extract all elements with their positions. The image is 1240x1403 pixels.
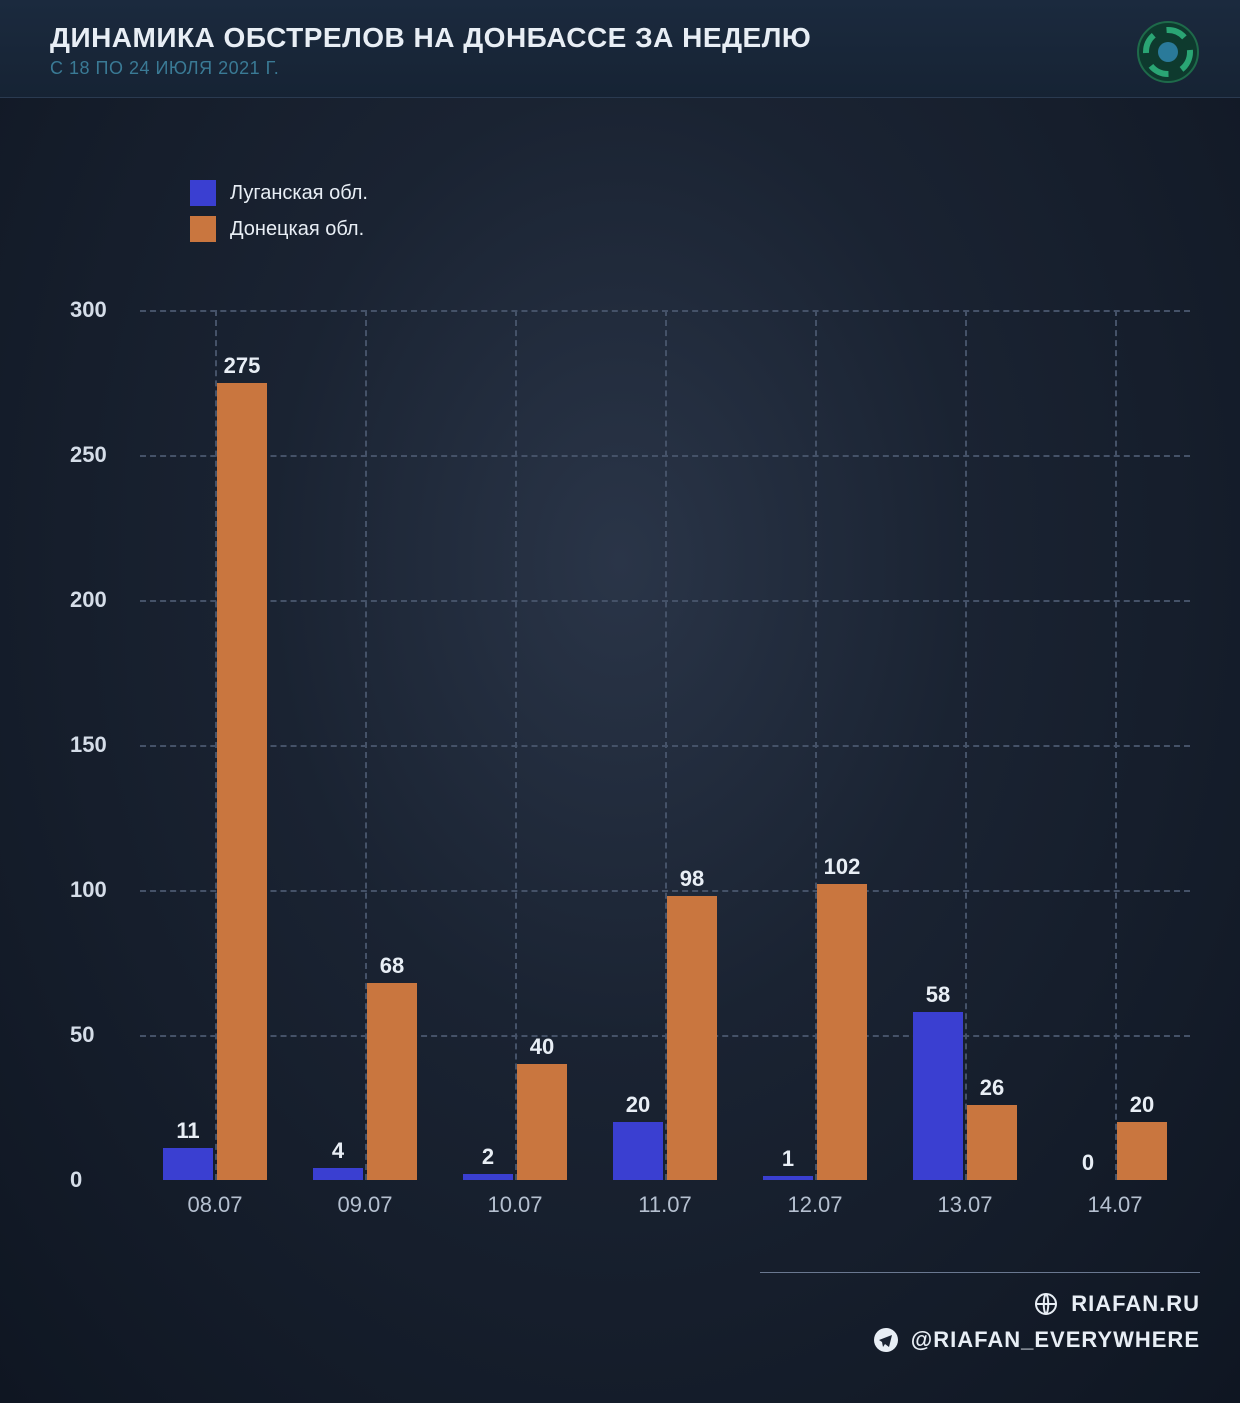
bar: 58 [913, 1012, 963, 1180]
y-tick-label: 150 [70, 732, 130, 758]
x-tick-label: 14.07 [1087, 1192, 1142, 1218]
bar: 1 [763, 1176, 813, 1180]
y-tick-label: 100 [70, 877, 130, 903]
header: ДИНАМИКА ОБСТРЕЛОВ НА ДОНБАССЕ ЗА НЕДЕЛЮ… [0, 0, 1240, 98]
bar-value-label: 1 [782, 1146, 794, 1172]
gridline-vertical [1115, 310, 1117, 1180]
footer-site-text: RIAFAN.RU [1071, 1291, 1200, 1317]
gridline-vertical [515, 310, 517, 1180]
y-tick-label: 50 [70, 1022, 130, 1048]
plot-area: 0501001502002503001127508.0746809.072401… [140, 310, 1190, 1180]
bar: 98 [667, 896, 717, 1180]
footer: RIAFAN.RU @RIAFAN_EVERYWHERE [760, 1272, 1200, 1363]
bar-value-label: 20 [1130, 1092, 1154, 1118]
page-title: ДИНАМИКА ОБСТРЕЛОВ НА ДОНБАССЕ ЗА НЕДЕЛЮ [50, 22, 1190, 54]
bar-value-label: 275 [224, 353, 261, 379]
footer-divider [760, 1272, 1200, 1273]
page-subtitle: С 18 ПО 24 ИЮЛЯ 2021 Г. [50, 58, 1190, 79]
bar: 102 [817, 884, 867, 1180]
footer-site: RIAFAN.RU [760, 1291, 1200, 1317]
x-tick-label: 11.07 [638, 1192, 691, 1218]
bar: 20 [1117, 1122, 1167, 1180]
bar-group: 209811.07 [600, 896, 730, 1180]
bar: 11 [163, 1148, 213, 1180]
bar: 40 [517, 1064, 567, 1180]
bar-group: 24010.07 [450, 1064, 580, 1180]
bar-group: 110212.07 [750, 884, 880, 1180]
bar-value-label: 0 [1082, 1150, 1094, 1176]
bar: 2 [463, 1174, 513, 1180]
x-tick-label: 13.07 [937, 1192, 992, 1218]
bar: 68 [367, 983, 417, 1180]
bar-group: 02014.07 [1050, 1122, 1180, 1180]
telegram-icon [873, 1327, 899, 1353]
footer-handle-text: @RIAFAN_EVERYWHERE [911, 1327, 1200, 1353]
bar-value-label: 2 [482, 1144, 494, 1170]
bar-group: 46809.07 [300, 983, 430, 1180]
bar-value-label: 40 [530, 1034, 554, 1060]
y-tick-label: 200 [70, 587, 130, 613]
bar-group: 1127508.07 [150, 383, 280, 1181]
y-tick-label: 300 [70, 297, 130, 323]
chart: 0501001502002503001127508.0746809.072401… [70, 310, 1190, 1220]
logo-badge [1136, 20, 1200, 84]
bar-value-label: 68 [380, 953, 404, 979]
y-tick-label: 250 [70, 442, 130, 468]
bar-group: 582613.07 [900, 1012, 1030, 1180]
bar-value-label: 4 [332, 1138, 344, 1164]
bar-value-label: 58 [926, 982, 950, 1008]
x-tick-label: 08.07 [187, 1192, 242, 1218]
legend-label: Луганская обл. [230, 182, 368, 205]
legend-swatch-donetsk [190, 216, 216, 242]
x-tick-label: 09.07 [337, 1192, 392, 1218]
bar-value-label: 98 [680, 866, 704, 892]
bar-value-label: 20 [626, 1092, 650, 1118]
bar: 20 [613, 1122, 663, 1180]
bar-value-label: 11 [176, 1118, 199, 1144]
x-tick-label: 10.07 [487, 1192, 542, 1218]
legend: Луганская обл. Донецкая обл. [190, 180, 368, 252]
legend-item: Донецкая обл. [190, 216, 368, 242]
bar: 4 [313, 1168, 363, 1180]
legend-item: Луганская обл. [190, 180, 368, 206]
legend-swatch-lugansk [190, 180, 216, 206]
bar: 26 [967, 1105, 1017, 1180]
footer-handle: @RIAFAN_EVERYWHERE [760, 1327, 1200, 1353]
legend-label: Донецкая обл. [230, 218, 364, 241]
bar: 275 [217, 383, 267, 1181]
bar-value-label: 102 [824, 854, 861, 880]
x-tick-label: 12.07 [787, 1192, 842, 1218]
y-tick-label: 0 [70, 1167, 130, 1193]
bar-value-label: 26 [980, 1075, 1004, 1101]
globe-icon [1033, 1291, 1059, 1317]
